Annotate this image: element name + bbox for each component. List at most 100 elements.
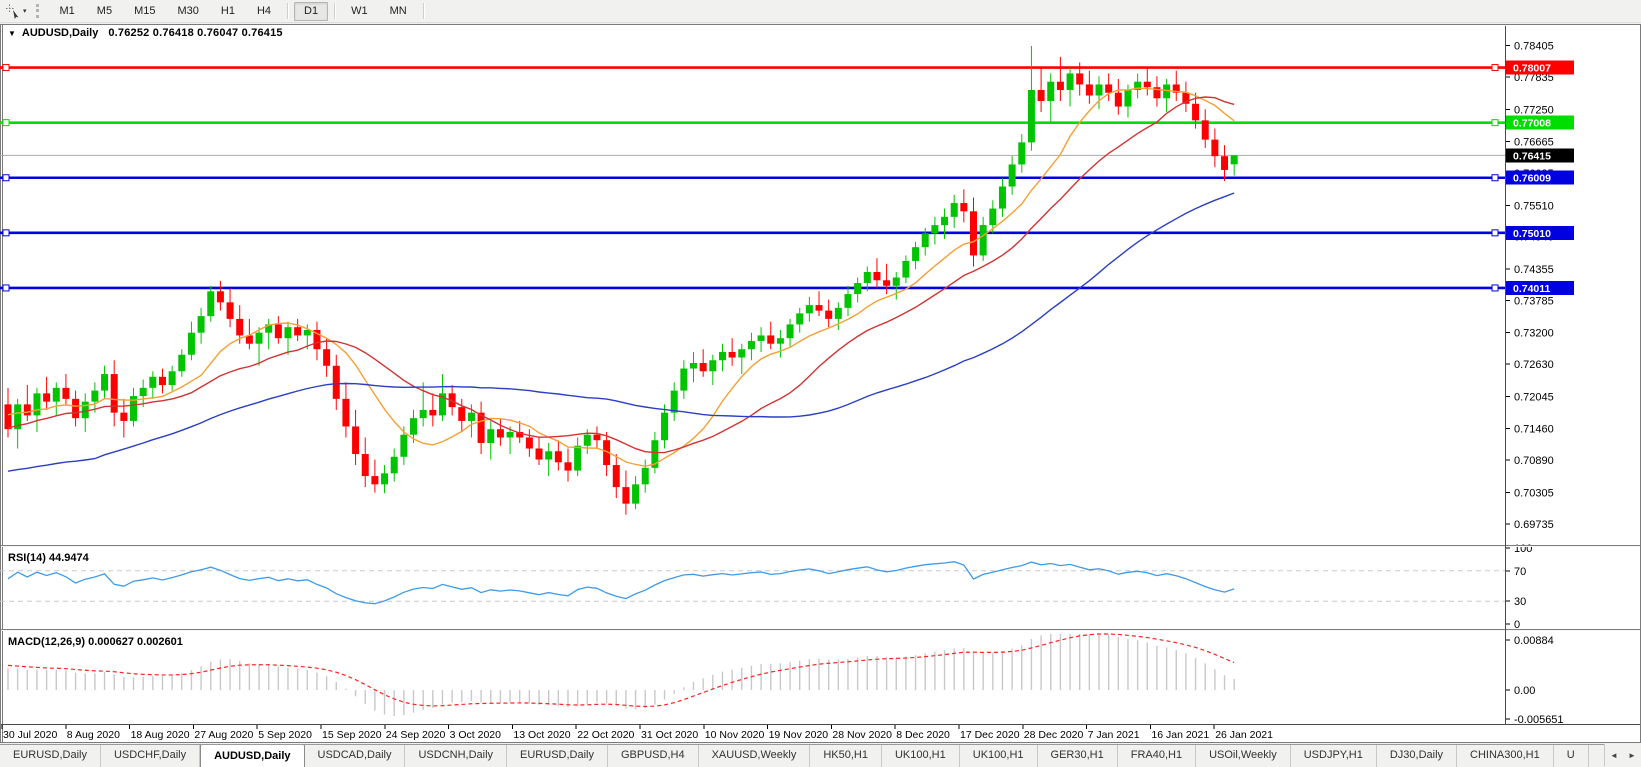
- timeframe-buttons: M1 M5 M15 M30 H1 H4 D1 W1 MN: [49, 0, 429, 22]
- svg-text:24 Sep 2020: 24 Sep 2020: [386, 729, 446, 741]
- svg-text:0.72045: 0.72045: [1514, 391, 1554, 403]
- chart-tab-uk100-h1[interactable]: UK100,H1: [960, 745, 1038, 767]
- chart-tab-usdchf-daily[interactable]: USDCHF,Daily: [101, 745, 201, 767]
- svg-text:7 Jan 2021: 7 Jan 2021: [1088, 729, 1140, 741]
- chart-ohlc-values: 0.76252 0.76418 0.76047 0.76415: [108, 27, 283, 39]
- svg-text:16 Jan 2021: 16 Jan 2021: [1151, 729, 1209, 741]
- chart-tab-usdjpy-h1[interactable]: USDJPY,H1: [1291, 745, 1377, 767]
- chart-window: ▼ AUDUSD,Daily 0.76252 0.76418 0.76047 0…: [0, 24, 1641, 743]
- tab-scroll-left-icon[interactable]: ◄: [1610, 750, 1618, 760]
- toolbar-separator: [422, 3, 424, 19]
- svg-text:0.75510: 0.75510: [1514, 200, 1554, 212]
- ma-slow-line: [7, 192, 1235, 472]
- chart-tab-xauusd-weekly[interactable]: XAUUSD,Weekly: [699, 745, 811, 767]
- toolbar-grip[interactable]: [35, 4, 42, 18]
- svg-text:17 Dec 2020: 17 Dec 2020: [960, 729, 1020, 741]
- toolbar-separator: [287, 3, 289, 19]
- current-price-label: 0.76415: [1506, 148, 1574, 163]
- chart-tab-bar: EURUSD,Daily USDCHF,Daily AUDUSD,Daily USDC…: [0, 744, 1641, 767]
- svg-text:0.72630: 0.72630: [1514, 359, 1554, 371]
- price-level-label: 0.74011: [1506, 280, 1574, 295]
- svg-text:18 Aug 2020: 18 Aug 2020: [131, 729, 190, 741]
- chart-tab-gbpusd-h4[interactable]: GBPUSD,H4: [608, 745, 699, 767]
- svg-text:0.76415: 0.76415: [1513, 150, 1551, 162]
- timeframe-button-h1[interactable]: H1: [220, 4, 235, 17]
- svg-text:0.71460: 0.71460: [1514, 424, 1554, 436]
- macd-label: MACD(12,26,9) 0.000627 0.002601: [8, 636, 183, 648]
- timeframe-button-h4[interactable]: H4: [256, 4, 272, 17]
- svg-text:28 Nov 2020: 28 Nov 2020: [832, 729, 892, 741]
- svg-text:0.70305: 0.70305: [1514, 487, 1554, 499]
- rsi-line: [7, 561, 1235, 605]
- svg-text:0.00: 0.00: [1514, 685, 1535, 697]
- svg-text:0.77250: 0.77250: [1514, 104, 1554, 116]
- chart-tab-usdcnh-daily[interactable]: USDCNH,Daily: [405, 745, 508, 767]
- chart-tab-dj30-daily[interactable]: DJ30,Daily: [1377, 745, 1458, 767]
- timeframe-button-m1[interactable]: M1: [59, 4, 75, 17]
- candlesticks: [4, 45, 1238, 515]
- chart-tab-eurusd-daily[interactable]: EURUSD,Daily: [507, 745, 608, 767]
- line-anchor-square[interactable]: [1491, 64, 1499, 72]
- svg-text:26 Jan 2021: 26 Jan 2021: [1215, 729, 1273, 741]
- svg-text:0: 0: [1514, 619, 1520, 631]
- cursor-tool-dropdown-icon[interactable]: ▾: [23, 8, 27, 15]
- chart-symbol-label: AUDUSD,Daily: [21, 27, 99, 39]
- line-anchor-square[interactable]: [2, 174, 10, 182]
- chart-tab-eurusd-daily[interactable]: EURUSD,Daily: [0, 745, 101, 767]
- timeframe-button-m30[interactable]: M30: [177, 4, 199, 17]
- tab-scroll-right-icon[interactable]: ►: [1628, 750, 1636, 760]
- svg-text:100: 100: [1514, 543, 1532, 555]
- toolbar-separator: [334, 3, 336, 19]
- timeframe-button-w1[interactable]: W1: [351, 4, 368, 17]
- svg-text:5 Sep 2020: 5 Sep 2020: [258, 729, 312, 741]
- line-anchor-square[interactable]: [1491, 119, 1499, 127]
- timeframe-button-d1[interactable]: D1: [294, 1, 329, 21]
- svg-text:10 Nov 2020: 10 Nov 2020: [705, 729, 765, 741]
- svg-text:8 Aug 2020: 8 Aug 2020: [67, 729, 120, 741]
- chart-title-dropdown-icon[interactable]: ▼: [8, 28, 16, 38]
- time-axis[interactable]: 30 Jul 2020 8 Aug 2020 18 Aug 2020 27 Aug 2…: [1, 725, 1273, 741]
- chart-tab-audusd-daily[interactable]: AUDUSD,Daily: [200, 745, 305, 767]
- line-anchor-square[interactable]: [1491, 229, 1499, 237]
- top-toolbar: ▾ M1 M5 M15 M30 H1 H4 D1 W1 MN: [0, 0, 1641, 23]
- cursor-tool-button[interactable]: ▾: [3, 2, 30, 20]
- svg-text:0.74355: 0.74355: [1514, 264, 1554, 276]
- timeframe-button-m5[interactable]: M5: [96, 4, 113, 17]
- line-anchor-square[interactable]: [2, 284, 10, 292]
- chart-tab-u[interactable]: U: [1554, 745, 1589, 767]
- line-anchor-square[interactable]: [2, 229, 10, 237]
- svg-text:0.76009: 0.76009: [1513, 173, 1551, 185]
- ma-fast-line: [7, 87, 1235, 467]
- svg-text:13 Oct 2020: 13 Oct 2020: [513, 729, 570, 741]
- level-lines: [0, 64, 1505, 292]
- chart-tab-uk100-h1[interactable]: UK100,H1: [882, 745, 960, 767]
- timeframe-button-m15[interactable]: M15: [134, 4, 156, 17]
- chart-tab-ger30-h1[interactable]: GER30,H1: [1038, 745, 1118, 767]
- timeframe-button-mn[interactable]: MN: [389, 4, 407, 17]
- price-level-label: 0.77008: [1506, 115, 1574, 130]
- rsi-pane: 100 70 30 0 RSI(14) 44.9474: [0, 543, 1532, 631]
- crosshair-cursor-icon: [6, 4, 19, 19]
- line-anchor-square[interactable]: [2, 119, 10, 127]
- line-anchor-square[interactable]: [1491, 174, 1499, 182]
- chart-tab-hk50-h1[interactable]: HK50,H1: [810, 745, 882, 767]
- svg-text:22 Oct 2020: 22 Oct 2020: [577, 729, 634, 741]
- svg-text:0.74011: 0.74011: [1513, 283, 1551, 295]
- chart-tab-china300-h1[interactable]: CHINA300,H1: [1457, 745, 1554, 767]
- chart-title: ▼ AUDUSD,Daily 0.76252 0.76418 0.76047 0…: [8, 27, 283, 39]
- svg-text:0.77008: 0.77008: [1513, 118, 1551, 130]
- line-anchor-square[interactable]: [1491, 284, 1499, 292]
- svg-text:30 Jul 2020: 30 Jul 2020: [3, 729, 57, 741]
- chart-tab-usoil-weekly[interactable]: USOil,Weekly: [1196, 745, 1291, 767]
- rsi-label: RSI(14) 44.9474: [8, 552, 90, 564]
- line-anchor-square[interactable]: [2, 64, 10, 72]
- chart-canvas[interactable]: 0.784050.778350.772500.766650.760950.755…: [0, 24, 1641, 743]
- macd-signal-line: [7, 633, 1235, 708]
- chart-tab-usdcad-daily[interactable]: USDCAD,Daily: [305, 745, 406, 767]
- macd-pane: 0.00884 0.00 -0.005651 MACD(12,26,9) 0.0006…: [7, 633, 1564, 726]
- svg-text:0.78405: 0.78405: [1514, 41, 1554, 53]
- svg-text:0.75010: 0.75010: [1513, 228, 1551, 240]
- svg-text:31 Oct 2020: 31 Oct 2020: [641, 729, 698, 741]
- chart-tab-fra40-h1[interactable]: FRA40,H1: [1118, 745, 1197, 767]
